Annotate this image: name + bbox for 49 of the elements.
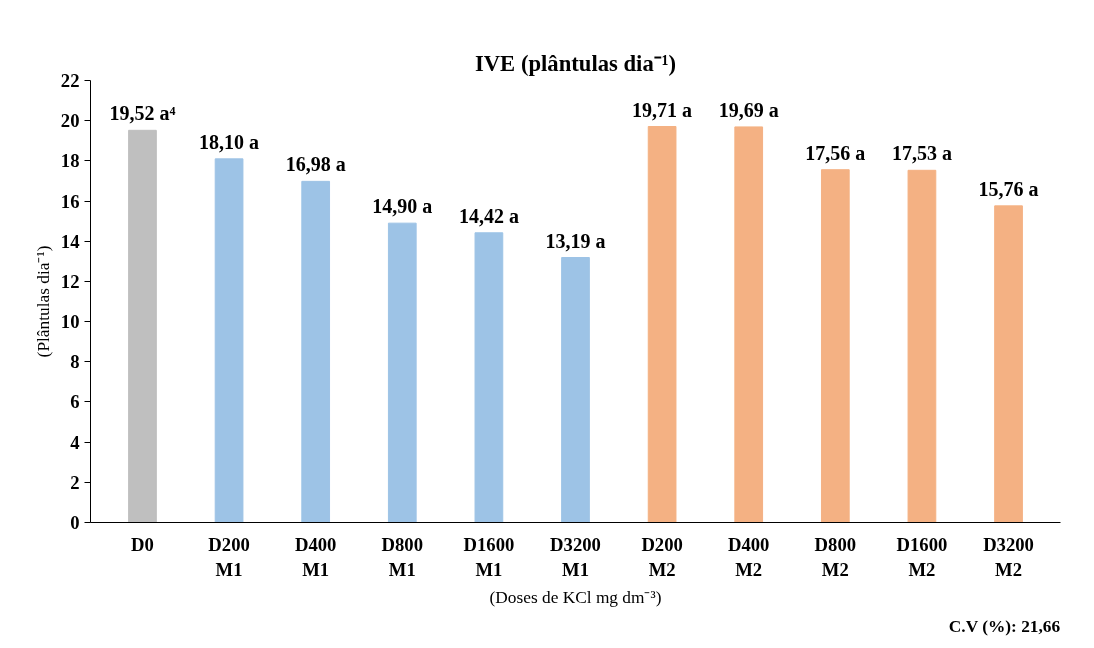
bar [561,257,590,523]
data-label: 15,76 a [978,177,1039,200]
data-label: 19,52 a⁴ [109,102,176,125]
x-tick-label: D1600 M2 [896,533,948,580]
y-tick-label: 16 [60,190,80,212]
data-label: 19,71 a [632,98,693,121]
y-tick-label: 12 [60,270,80,292]
data-label: 13,19 a [545,229,606,252]
bar [647,126,677,523]
data-label: 19,69 a [718,98,779,121]
x-tick-label: D200 M2 [641,533,683,580]
data-label: 16,98 a [285,153,346,176]
x-tick-label: D800 M2 [814,533,857,580]
y-tick-label: 14 [60,230,80,252]
text: C.V (%): 21,66 [948,616,1061,636]
data-label: 14,90 a [372,195,433,218]
y-tick-label: 10 [60,311,80,333]
x-tick-label: D400 M1 [294,533,337,580]
data-label: 14,42 a [458,204,519,227]
bar [214,158,244,523]
x-tick-label: D3200 M1 [550,533,601,580]
bar [994,205,1023,523]
y-tick-label: 6 [70,391,80,413]
bar [907,169,937,523]
y-axis-title: (Plântulas dia⁻¹) [33,245,53,358]
x-tick-label: D400 M2 [727,533,770,580]
bar [820,169,850,523]
bar [734,126,764,523]
bar [128,129,157,523]
x-tick-label: D0 [131,533,154,555]
y-tick-label: 18 [60,150,80,172]
x-tick-label: D1600 M1 [463,533,515,580]
y-tick-label: 4 [70,431,80,453]
y-tick-label: 2 [70,471,80,493]
chart-title: IVE (plântulas dia⁻¹) [474,50,677,76]
data-label: 17,56 a [805,141,866,164]
data-label: 18,10 a [199,130,260,153]
x-tick-label: D3200 M2 [983,533,1034,580]
y-tick-label: 22 [60,70,80,91]
x-tick-label: D200 M1 [208,533,250,580]
y-tick-label: 8 [70,351,80,373]
x-axis-title: (Doses de KCl mg dm⁻³) [489,587,662,607]
bar [387,222,417,523]
y-tick-label: 0 [70,512,80,533]
bar [474,232,504,523]
y-tick-label: 20 [60,110,80,132]
x-tick-label: D800 M1 [381,533,424,580]
data-label: 17,53 a [891,142,952,165]
bar [301,180,331,523]
